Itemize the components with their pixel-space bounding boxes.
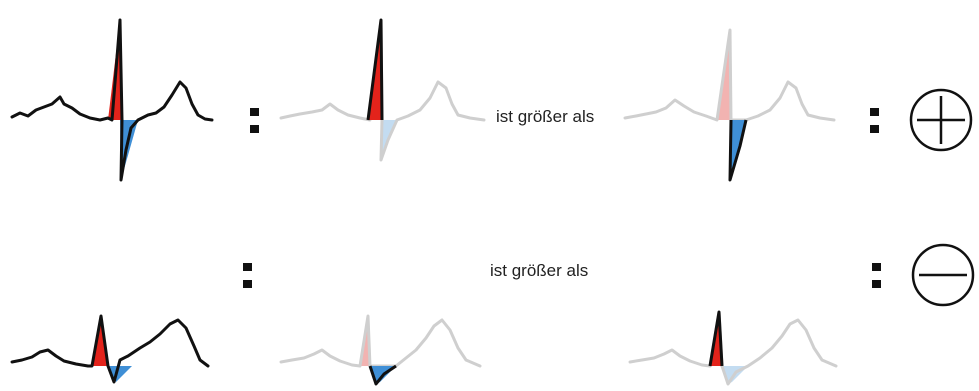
comparison-label: ist größer als	[490, 261, 589, 280]
comparison-label: ist größer als	[496, 107, 595, 126]
row-positive	[10, 18, 973, 182]
ecg-complex-negative-highlight	[623, 28, 836, 182]
ecg-trace-faded	[623, 28, 836, 122]
colon-separator	[872, 263, 881, 288]
row-negative	[10, 243, 975, 386]
ecg-complex-positive-highlight	[628, 310, 838, 386]
qrs-positive-outline	[366, 18, 384, 121]
qrs-negative-outline	[728, 119, 748, 182]
qrs-positive-outline	[708, 310, 724, 367]
qrs-positive-area	[92, 316, 108, 366]
ecg-trace-faded	[628, 310, 838, 386]
ecg-trace-faded	[279, 314, 482, 368]
ecg-complex-full	[10, 314, 210, 384]
ecg-complex-positive-highlight	[279, 18, 486, 162]
ecg-complex-negative-highlight	[279, 314, 482, 386]
colon-separator	[250, 108, 259, 133]
ecg-trace	[10, 314, 210, 384]
colon-separator	[243, 263, 252, 288]
colon-separator	[870, 108, 879, 133]
minus-circle-icon	[911, 243, 975, 307]
ecg-complex-full	[10, 18, 214, 182]
ecg-trace	[10, 18, 214, 182]
ecg-trace-faded	[279, 18, 486, 162]
qrs-negative-outline	[368, 364, 397, 386]
plus-circle-icon	[909, 88, 973, 152]
